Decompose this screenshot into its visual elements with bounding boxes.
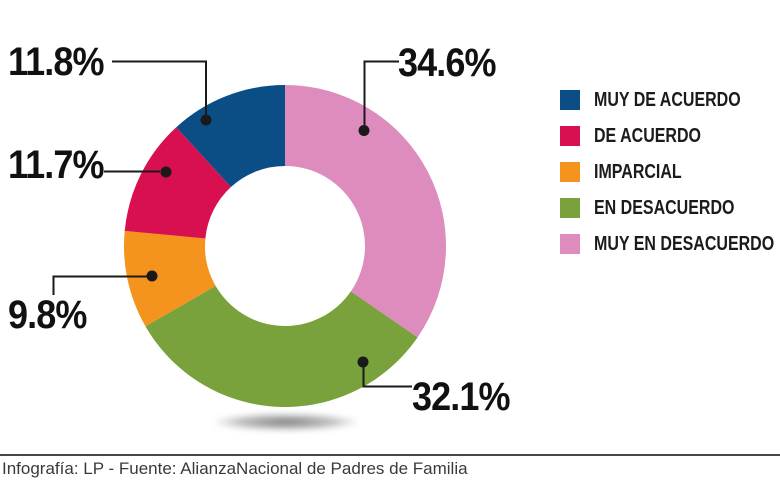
legend-row-muy-de-acuerdo: MUY DE ACUERDO — [560, 88, 780, 111]
legend-swatch-imparcial — [560, 162, 580, 182]
footer-credit: Infografía: LP - Fuente: AlianzaNacional… — [2, 459, 468, 478]
callout-line-muy-en-desacuerdo — [363, 60, 399, 125]
percent-label-en-desacuerdo: 32.1% — [412, 375, 510, 419]
callout-dot-muy-en-desacuerdo — [358, 125, 370, 136]
donut-slices — [123, 85, 447, 408]
percent-label-de-acuerdo: 11.7% — [8, 143, 104, 187]
callout-line-muy-de-acuerdo — [112, 60, 207, 115]
percent-label-muy-en-desacuerdo: 34.6% — [398, 41, 496, 85]
legend-swatch-de-acuerdo — [560, 126, 580, 146]
legend-label: MUY EN DESACUERDO — [594, 232, 775, 255]
donut-slice-muy-en-desacuerdo — [285, 85, 447, 338]
legend-label: IMPARCIAL — [594, 160, 682, 183]
callout-lines — [52, 60, 412, 388]
legend-row-de-acuerdo: DE ACUERDO — [560, 124, 780, 147]
legend-swatch-en-desacuerdo — [560, 198, 580, 218]
legend-swatch-muy-en-desacuerdo — [560, 234, 580, 254]
callout-dot-muy-de-acuerdo — [200, 114, 212, 126]
legend-label: DE ACUERDO — [594, 124, 701, 147]
legend-label: MUY DE ACUERDO — [594, 88, 741, 111]
legend-row-imparcial: IMPARCIAL — [560, 160, 780, 183]
legend-label: EN DESACUERDO — [594, 196, 735, 219]
footer-divider — [0, 454, 780, 456]
legend-row-en-desacuerdo: EN DESACUERDO — [560, 196, 780, 219]
callout-line-imparcial — [52, 275, 147, 295]
percent-label-imparcial: 9.8% — [8, 293, 87, 337]
callout-line-en-desacuerdo — [362, 367, 412, 388]
callout-dot-imparcial — [146, 270, 158, 282]
donut-slice-en-desacuerdo — [145, 285, 418, 408]
legend-row-muy-en-desacuerdo: MUY EN DESACUERDO — [560, 232, 780, 255]
legend: MUY DE ACUERDO DE ACUERDO IMPARCIAL EN D… — [560, 88, 780, 255]
legend-swatch-muy-de-acuerdo — [560, 90, 580, 110]
callout-dot-en-desacuerdo — [357, 356, 369, 368]
percent-label-muy-de-acuerdo: 11.8% — [8, 40, 104, 84]
donut-slice-muy-de-acuerdo — [176, 85, 285, 187]
callout-dots — [146, 114, 370, 368]
callout-dot-de-acuerdo — [160, 166, 172, 178]
donut-slice-imparcial — [123, 230, 216, 327]
donut-slice-de-acuerdo — [124, 127, 231, 239]
donut-shadow — [183, 409, 389, 435]
